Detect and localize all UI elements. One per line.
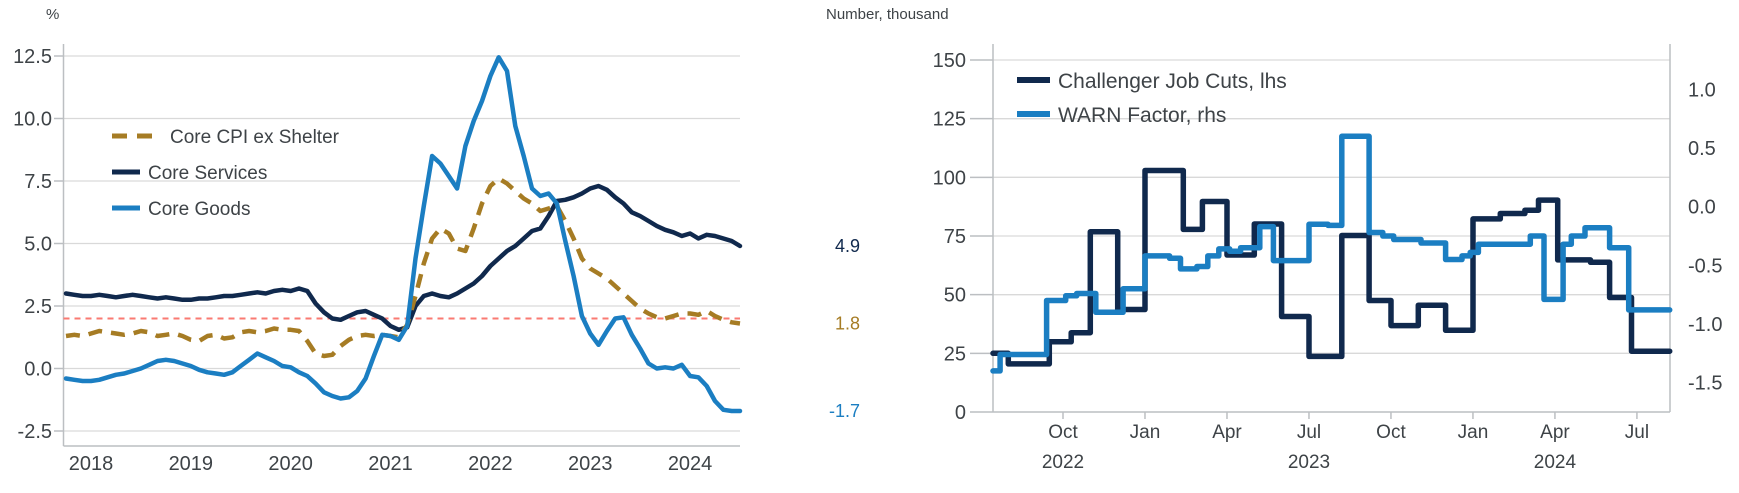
series-line-challenger-job-cuts <box>990 167 1673 367</box>
y-axis-left-tick-label: 125 <box>933 109 966 131</box>
x-axis-tick-label: 2023 <box>568 453 613 475</box>
legend-item-core-goods: Core Goods <box>112 199 250 220</box>
y-axis-tick-label: -2.5 <box>18 421 52 443</box>
x-axis-month-label: Oct <box>1048 422 1078 443</box>
x-axis-month-label: Jan <box>1130 422 1161 443</box>
y-axis-right-tick-label: 0.5 <box>1688 138 1716 160</box>
y-axis-left-tick-label: 50 <box>944 285 966 307</box>
legend-item-core-services: Core Services <box>112 163 267 184</box>
x-axis-tick-label: 2018 <box>69 453 114 475</box>
legend-label: WARN Factor, rhs <box>1058 104 1226 127</box>
end-value-label-core-cpi-ex-shelter: 1.8 <box>835 314 860 334</box>
x-axis-tick-label: 2021 <box>368 453 413 475</box>
legend-label: Challenger Job Cuts, lhs <box>1058 70 1287 93</box>
y-axis-left-tick-label: 75 <box>944 226 966 248</box>
y-axis-left-tick-label: 150 <box>933 50 966 72</box>
x-axis-month-label: Oct <box>1376 422 1406 443</box>
x-axis-month-label: Apr <box>1212 422 1242 443</box>
x-axis-tick-label: 2024 <box>668 453 713 475</box>
legend-label: Core CPI ex Shelter <box>170 127 340 148</box>
legend-item-core-cpi-ex-shelter: Core CPI ex Shelter <box>112 127 340 148</box>
y-axis-tick-label: 7.5 <box>24 171 52 193</box>
legend-item-challenger-job-cuts: Challenger Job Cuts, lhs <box>1017 70 1287 93</box>
y-axis-tick-label: 5.0 <box>24 234 52 256</box>
job-cuts-warn-chart: 150 125 100 75 50 25 0 1.0 0.5 0.0 -0.5 -1.0 -1.5 Oct… <box>933 44 1722 473</box>
x-axis-month-label: Jul <box>1625 422 1649 443</box>
legend-label: Core Goods <box>148 199 250 220</box>
y-axis-right-tick-label: -1.0 <box>1688 314 1722 336</box>
x-axis-year-label: 2024 <box>1534 452 1577 473</box>
left-chart-unit-label: % <box>46 6 60 23</box>
y-axis-left-tick-label: 100 <box>933 167 966 189</box>
y-axis-right-tick-label: -0.5 <box>1688 255 1722 277</box>
x-axis-year-label: 2022 <box>1042 452 1084 473</box>
end-value-label-core-services: 4.9 <box>835 236 860 256</box>
x-axis-month-label: Apr <box>1540 422 1570 443</box>
y-axis-tick-label: 12.5 <box>13 46 52 68</box>
x-axis-year-label: 2023 <box>1288 452 1330 473</box>
right-chart-unit-label: Number, thousand <box>826 6 949 23</box>
x-axis-month-label: Jul <box>1297 422 1321 443</box>
core-inflation-chart: 12.5 10.0 7.5 5.0 2.5 0.0 -2.5 2018 2019 2020 2021… <box>13 44 860 475</box>
end-value-label-core-goods: -1.7 <box>829 401 860 421</box>
y-axis-left-tick-label: 25 <box>944 343 966 365</box>
x-axis-tick-label: 2019 <box>169 453 214 475</box>
series-line-core-goods <box>63 55 743 414</box>
series-line-warn-factor <box>990 133 1673 374</box>
y-axis-right-tick-label: 0.0 <box>1688 197 1716 219</box>
y-axis-right-tick-label: -1.5 <box>1688 373 1722 395</box>
y-axis-tick-label: 2.5 <box>24 296 52 318</box>
y-axis-left-tick-label: 0 <box>955 402 966 424</box>
legend-label: Core Services <box>148 163 267 184</box>
legend-item-warn-factor: WARN Factor, rhs <box>1017 104 1226 127</box>
x-axis-month-label: Jan <box>1458 422 1489 443</box>
x-axis-tick-label: 2020 <box>268 453 313 475</box>
x-axis-tick-label: 2022 <box>468 453 513 475</box>
y-axis-right-tick-label: 1.0 <box>1688 79 1716 101</box>
y-axis-tick-label: 0.0 <box>24 359 52 381</box>
y-axis-tick-label: 10.0 <box>13 109 52 131</box>
series-line-core-cpi-ex-shelter <box>65 176 741 359</box>
